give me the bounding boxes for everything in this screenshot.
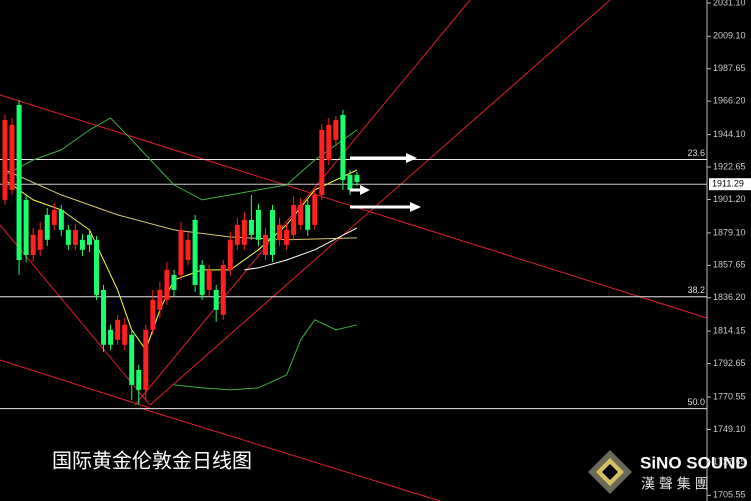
candle-body	[136, 369, 142, 390]
y-tick-label: 1879.10	[713, 227, 746, 237]
trend-line	[134, 0, 471, 406]
candle-body	[227, 239, 233, 270]
trend-line	[0, 359, 151, 409]
y-tick-label: 1836.20	[713, 292, 746, 302]
logo-mark	[602, 464, 618, 480]
candle-body	[199, 264, 205, 295]
y-tick-label: 1987.65	[713, 63, 746, 73]
y-tick-label: 2009.10	[713, 31, 746, 41]
candle-body	[347, 174, 353, 190]
candle-body	[79, 239, 85, 250]
candle-body	[255, 209, 261, 240]
candle-body	[185, 239, 191, 260]
candle-body	[248, 219, 254, 235]
candle-body	[270, 209, 276, 255]
candle-body	[58, 209, 64, 230]
indicator-line	[244, 227, 358, 271]
candle-body	[94, 239, 100, 295]
candle-body	[51, 209, 57, 225]
candle-body	[157, 289, 163, 310]
y-tick-label: 1944.10	[713, 129, 746, 139]
candle-body	[9, 124, 15, 190]
candle-body	[262, 234, 268, 255]
arrow-head	[410, 202, 421, 212]
candle-body	[143, 329, 149, 390]
candle-body	[178, 229, 184, 275]
candle-body	[2, 119, 8, 200]
candle-body	[213, 289, 219, 310]
y-tick-label: 1857.65	[713, 260, 746, 270]
candle-body	[326, 124, 332, 160]
candle-body	[305, 204, 311, 230]
candle-body	[234, 224, 240, 245]
last-price-box	[709, 178, 751, 191]
candle-body	[284, 229, 290, 245]
logo-chinese: 漢 聲 集 團	[641, 476, 709, 492]
candle-body	[340, 114, 346, 180]
arrow-head	[406, 153, 417, 163]
logo: SiNO SOUND 漢 聲 集 團	[588, 450, 748, 494]
arrows	[350, 153, 421, 212]
candle-body	[319, 129, 325, 195]
candle-body	[37, 229, 43, 250]
y-tick-label: 1749.10	[713, 424, 746, 434]
y-tick-label: 1727.65	[713, 456, 746, 466]
y-tick-label: 1901.20	[713, 194, 746, 204]
candle-body	[16, 104, 22, 260]
plot	[0, 99, 707, 410]
candle-body	[115, 319, 121, 340]
logo-name: SiNO SOUND	[640, 453, 748, 472]
candle-body	[72, 229, 78, 245]
candle-body	[23, 199, 29, 255]
candle-body	[171, 274, 177, 290]
y-tick-label: 2031.10	[713, 0, 746, 7]
candle-body	[206, 269, 212, 290]
trend-line	[149, 0, 611, 406]
level-label: 50.0	[687, 397, 705, 407]
y-tick-label: 1705.55	[713, 490, 746, 500]
trend-line	[139, 407, 441, 501]
candle-body	[150, 299, 156, 330]
trend-line	[0, 224, 151, 406]
candle-body	[129, 334, 135, 385]
indicator-line	[173, 319, 358, 391]
candle-body	[277, 224, 283, 240]
candle-body	[312, 194, 318, 225]
y-tick-label: 1792.65	[713, 358, 746, 368]
candle-body	[65, 229, 71, 245]
y-tick-label: 1770.55	[713, 391, 746, 401]
candle-body	[291, 204, 297, 235]
level-label: 23.6	[687, 148, 705, 158]
candle-body	[86, 234, 92, 245]
candle-body	[101, 289, 107, 345]
candle-body	[354, 174, 360, 182]
candle-body	[30, 234, 36, 255]
candle-body	[333, 119, 339, 140]
indicator-line	[4, 117, 358, 201]
candle-body	[220, 264, 226, 315]
last-price-label: 1911.29	[712, 179, 744, 189]
candle-body	[108, 329, 114, 345]
y-tick-label: 1922.65	[713, 161, 746, 171]
candle-body	[192, 219, 198, 285]
y-tick-label: 1814.15	[713, 325, 746, 335]
chart-title: 国际黄金伦敦金日线图	[52, 449, 252, 472]
candle-body	[122, 324, 128, 345]
y-tick-label: 1966.20	[713, 96, 746, 106]
candle-body	[298, 204, 304, 225]
candle-body	[44, 214, 50, 240]
candle-body	[164, 269, 170, 300]
arrow-head	[360, 185, 370, 195]
candle-body	[241, 219, 247, 245]
level-label: 38.2	[687, 285, 705, 295]
